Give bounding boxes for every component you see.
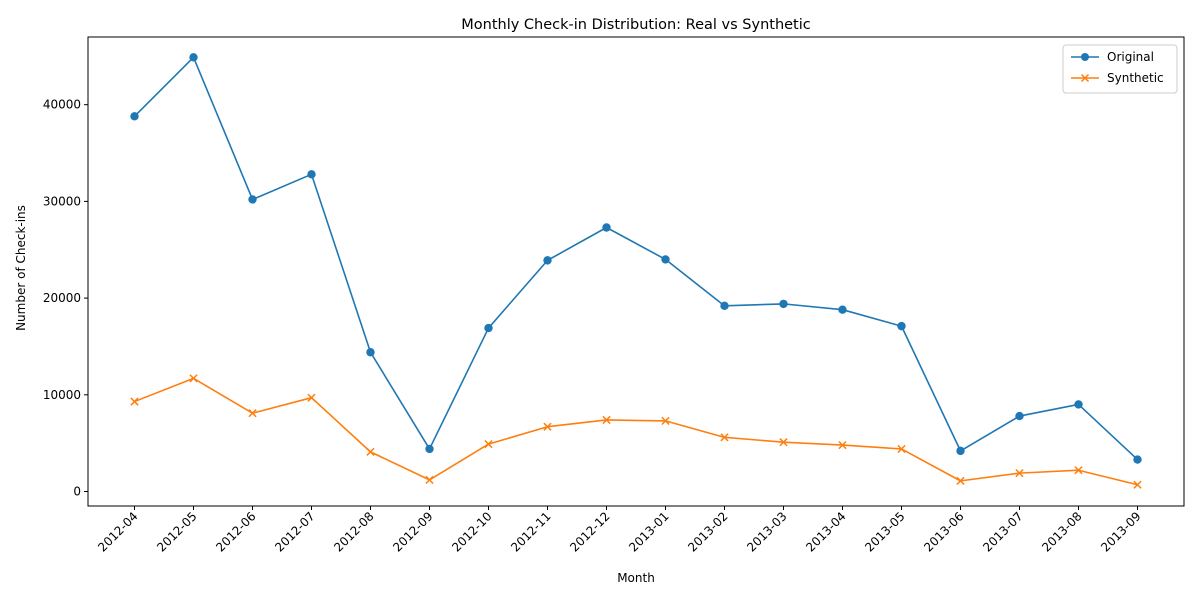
x-tick-label: 2013-07 [980,509,1025,554]
data-point-synthetic [425,475,434,485]
data-point-original [897,321,906,331]
plot-frame [87,36,1185,507]
data-point-original [838,305,847,314]
data-point-synthetic [366,447,375,456]
data-point-original [307,170,316,179]
data-point-synthetic [720,433,729,442]
data-point-original [1015,411,1024,421]
x-tick-label: 2013-04 [803,509,848,554]
data-point-synthetic [897,444,906,454]
data-point-original [956,446,965,456]
data-point-synthetic [1074,466,1083,475]
x-tick-label: 2012-07 [272,509,317,554]
x-tick-label: 2013-06 [921,509,966,554]
x-tick-label: 2012-06 [213,509,258,554]
y-tick-label: 40000 [43,98,81,112]
data-point-original [130,112,139,121]
y-axis-label: Number of Check-ins [14,205,28,331]
legend-label-original: Original [1107,50,1154,64]
plot-area: 0 10000 20000 30000 40000 2012-04 2012-05 2012-… [43,36,1185,555]
data-point-original [484,323,493,333]
data-point-original [720,301,729,311]
data-point-original [1074,400,1083,409]
x-tick-label: 2012-08 [331,509,376,554]
data-point-synthetic [1015,468,1024,478]
y-tick-label: 10000 [43,388,81,402]
data-point-synthetic [307,393,316,402]
data-point-synthetic [602,415,611,425]
data-point-synthetic [189,374,198,383]
data-point-original [189,53,198,62]
data-point-original [602,223,611,232]
x-tick-label: 2012-12 [567,509,612,554]
y-tick-label: 30000 [43,194,81,208]
data-point-synthetic [1133,480,1142,489]
data-point-synthetic [779,438,788,447]
data-point-synthetic [543,422,552,431]
data-point-original [543,256,552,265]
chart-title: Monthly Check-in Distribution: Real vs S… [461,17,811,33]
x-tick-label: 2013-03 [744,509,789,554]
x-tick-label: 2013-01 [626,509,671,554]
legend-marker-synthetic [1080,73,1090,83]
x-tick-label: 2012-11 [508,509,553,554]
x-tick-label: 2013-05 [862,509,907,554]
data-point-original [248,195,257,204]
x-tick-label: 2013-08 [1039,509,1084,554]
data-point-original [1133,455,1142,464]
data-point-original [661,255,670,264]
x-tick-label: 2013-09 [1098,509,1143,554]
data-point-original [366,348,375,357]
data-point-original [779,299,788,309]
data-point-synthetic [956,476,965,485]
y-tick-label: 20000 [43,291,81,305]
data-point-synthetic [838,440,847,450]
data-point-synthetic [661,416,670,426]
data-point-synthetic [130,397,139,406]
series-line-original [133,56,1139,461]
x-tick-label: 2013-02 [685,509,730,554]
x-tick-label: 2012-10 [449,509,494,554]
data-point-synthetic [484,439,493,449]
legend-marker-original [1081,53,1089,61]
y-tick-label: 0 [73,484,81,498]
data-point-synthetic [248,409,257,418]
x-tick-label: 2012-09 [390,509,435,554]
legend: Original Synthetic [1062,44,1178,94]
data-point-original [425,444,434,454]
x-axis-label: Month [617,571,655,585]
x-tick-label: 2012-05 [154,509,199,554]
legend-label-synthetic: Synthetic [1107,71,1164,85]
series-line-synthetic [134,377,1138,486]
x-tick-label: 2012-04 [95,509,140,554]
